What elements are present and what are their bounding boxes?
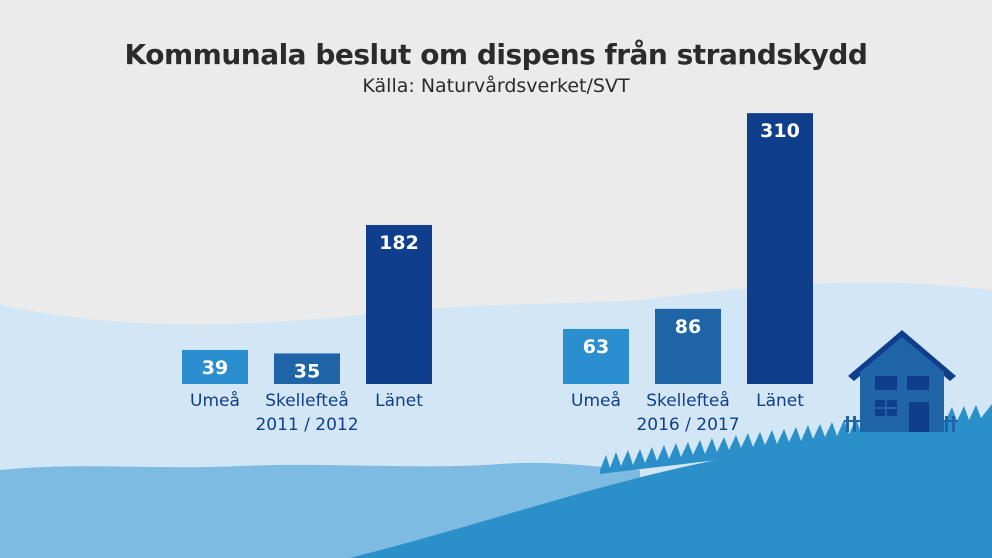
bar-value-label: 310 [760, 120, 800, 142]
category-label: Umeå [571, 390, 621, 411]
category-label: Skellefteå [265, 390, 349, 411]
bar-value-label: 35 [294, 360, 320, 382]
chart-subtitle: Källa: Naturvårdsverket/SVT [362, 75, 630, 97]
category-label: Umeå [190, 390, 240, 411]
house-icon [848, 330, 956, 432]
category-label: Skellefteå [646, 390, 730, 411]
bar [655, 308, 721, 384]
bar [182, 349, 248, 384]
category-label: Länet [756, 391, 804, 411]
bar [274, 353, 340, 384]
period-label: 2016 / 2017 [636, 415, 739, 435]
period-label: 2011 / 2012 [255, 415, 358, 435]
bar [747, 113, 813, 384]
bar [563, 328, 629, 384]
chart-title: Kommunala beslut om dispens från strands… [124, 38, 868, 71]
bar-value-label: 39 [202, 357, 228, 379]
bar-value-label: 182 [379, 232, 419, 254]
category-label: Länet [375, 391, 423, 411]
fence [844, 416, 958, 432]
bar-value-label: 86 [675, 316, 701, 338]
bar [366, 224, 432, 384]
bar-value-label: 63 [583, 336, 609, 358]
hill [350, 418, 992, 558]
